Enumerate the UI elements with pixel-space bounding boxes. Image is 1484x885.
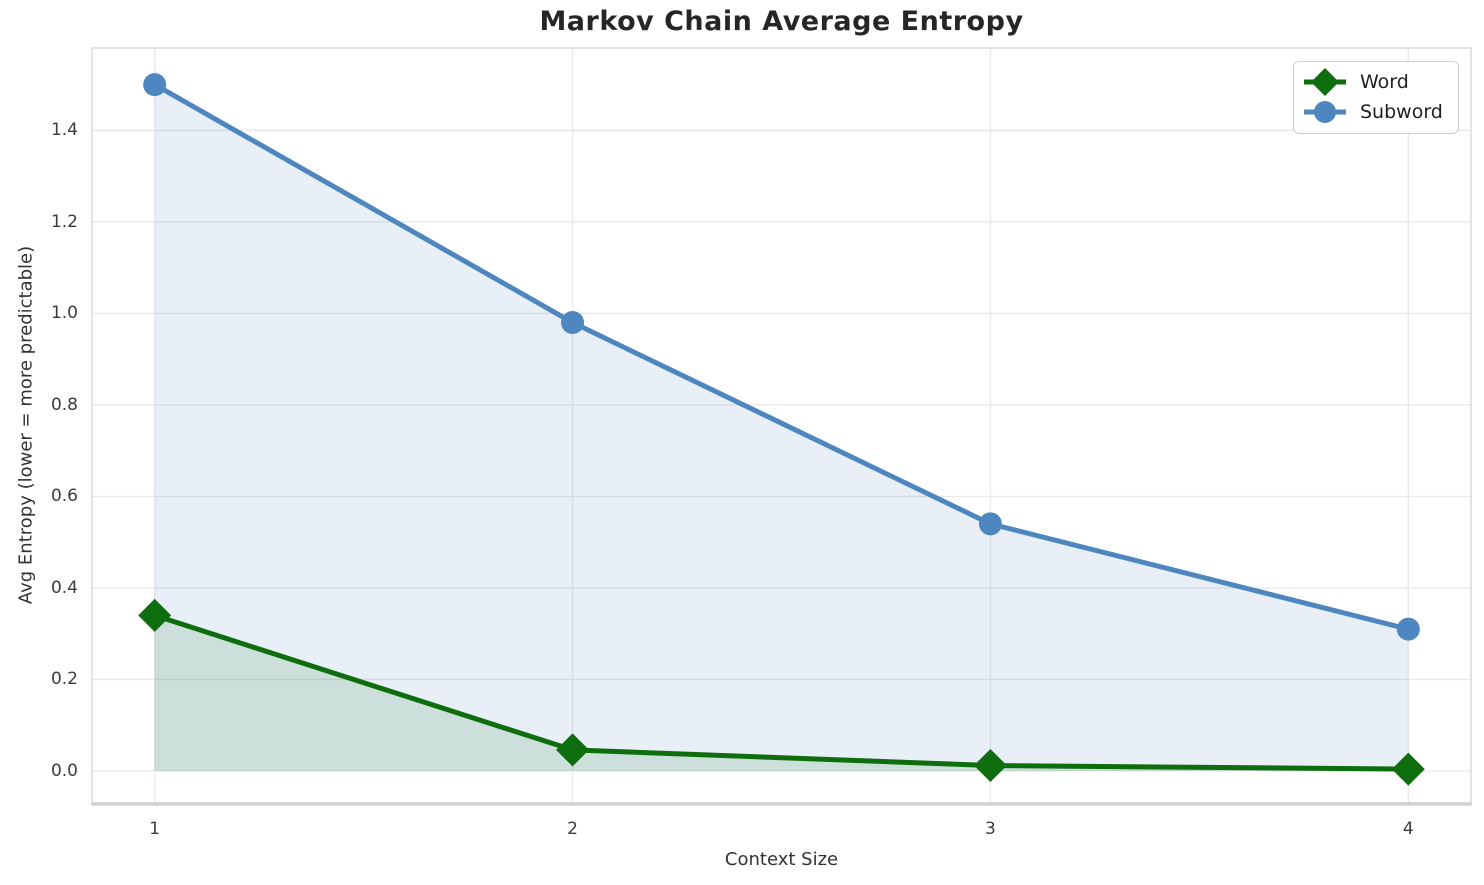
- y-tick-label: 1.0: [50, 303, 78, 324]
- y-tick-label: 1.2: [50, 211, 78, 232]
- chart-title: Markov Chain Average Entropy: [539, 6, 1024, 37]
- legend-item-word: Word: [1302, 67, 1450, 97]
- y-tick-label: 0.8: [50, 394, 78, 415]
- word-diamond-marker-icon: [1304, 68, 1346, 96]
- legend: Word Subword: [1293, 61, 1459, 134]
- x-tick-label: 4: [1402, 819, 1414, 839]
- y-tick-label: 0.6: [50, 486, 78, 507]
- x-tick-label: 2: [567, 819, 578, 839]
- y-axis-title: Avg Entropy (lower = more predictable): [15, 245, 37, 605]
- y-tick-label: 0.0: [50, 760, 78, 781]
- subword-circle-marker-icon: [1304, 101, 1346, 123]
- legend-label-subword: Subword: [1360, 101, 1443, 123]
- y-tick-label: 0.4: [50, 577, 78, 598]
- legend-item-subword: Subword: [1302, 97, 1450, 127]
- y-tick-label: 1.4: [50, 120, 78, 141]
- x-tick-label: 1: [149, 819, 161, 839]
- y-tick-label: 0.2: [50, 669, 78, 690]
- legend-label-word: Word: [1360, 71, 1409, 93]
- x-axis-title: Context Size: [724, 849, 839, 870]
- x-tick-label: 3: [985, 819, 996, 839]
